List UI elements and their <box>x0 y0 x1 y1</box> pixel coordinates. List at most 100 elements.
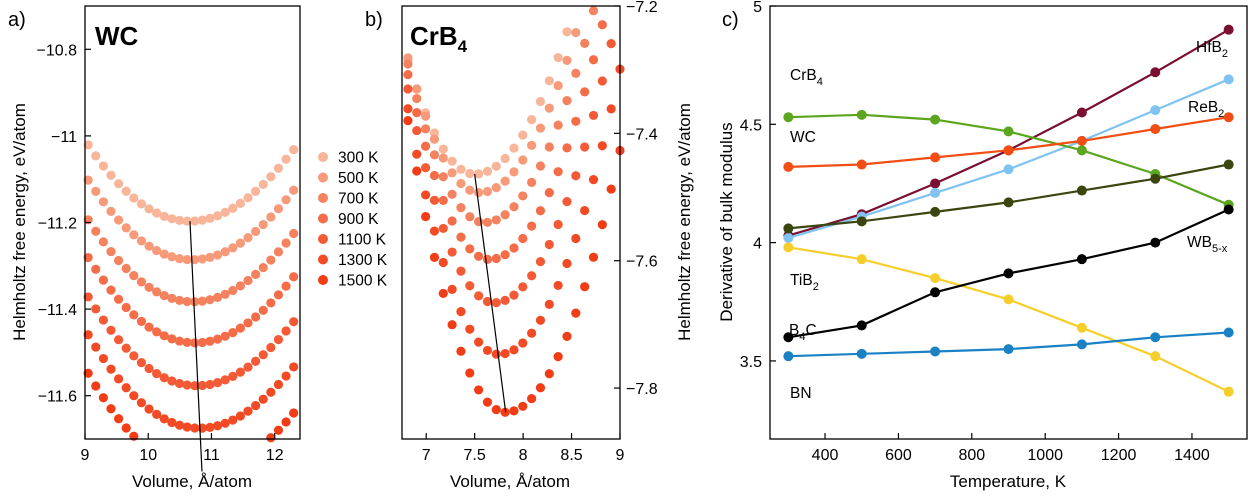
energy-point <box>465 244 475 254</box>
series-label: ReB2 <box>1188 99 1224 120</box>
energy-point <box>447 320 457 330</box>
energy-point <box>106 285 116 295</box>
energy-point <box>438 257 448 268</box>
panel-c-y-ticks: 3.5 4 4.5 5 <box>740 0 776 371</box>
energy-point <box>121 223 131 233</box>
energy-point <box>509 406 519 416</box>
energy-point <box>136 398 147 408</box>
energy-point <box>438 288 448 299</box>
energy-point <box>456 164 466 174</box>
energy-point <box>114 215 124 225</box>
series-point <box>1223 74 1234 85</box>
energy-point <box>281 195 291 205</box>
energy-point <box>197 215 207 225</box>
energy-point <box>421 211 431 222</box>
energy-point <box>91 342 101 352</box>
energy-point <box>258 262 268 273</box>
energy-point <box>228 285 238 296</box>
energy-point <box>212 378 223 388</box>
energy-point <box>456 178 466 189</box>
energy-point <box>152 208 162 218</box>
energy-point <box>518 401 528 411</box>
energy-point <box>129 193 139 203</box>
energy-point <box>535 315 546 325</box>
series-point <box>783 351 794 362</box>
energy-point <box>83 175 93 185</box>
energy-point <box>482 345 493 356</box>
energy-point <box>571 171 581 181</box>
energy-point <box>144 404 154 414</box>
x-tick-label: 8.5 <box>560 447 582 464</box>
energy-point <box>197 380 207 391</box>
energy-point <box>136 277 147 287</box>
panel-a-y-ticks: −10.8 −11 −11.2 −11.4 −11.6 <box>37 42 91 406</box>
energy-point <box>273 163 284 173</box>
energy-point <box>491 253 501 264</box>
energy-point <box>243 193 253 203</box>
energy-point <box>121 186 131 196</box>
series-point <box>783 161 794 172</box>
series-label: WB5-x <box>1187 234 1228 255</box>
energy-point <box>251 356 261 366</box>
energy-point <box>606 104 616 114</box>
legend-label: 1500 K <box>338 273 388 290</box>
energy-point <box>588 6 599 16</box>
series-point <box>856 216 867 227</box>
x-tick-label: 10 <box>139 447 157 464</box>
energy-point <box>500 153 510 164</box>
panel-a-y-axis-label: Helmholtz free energy, eV/atom <box>10 103 29 341</box>
energy-point <box>235 198 245 208</box>
energy-point <box>266 255 276 265</box>
energy-point <box>228 371 238 382</box>
energy-point <box>509 143 519 153</box>
energy-point <box>220 289 230 299</box>
energy-point <box>190 423 200 433</box>
legend-swatch <box>318 275 328 285</box>
energy-point <box>491 215 501 225</box>
energy-point <box>412 166 422 176</box>
energy-point <box>114 414 124 424</box>
x-tick-label: 9 <box>616 447 625 464</box>
energy-point <box>251 269 261 279</box>
energy-point <box>144 282 154 292</box>
energy-point <box>251 186 261 197</box>
energy-point <box>482 296 493 307</box>
series-label: HfB2 <box>1196 39 1228 60</box>
energy-point <box>258 305 268 315</box>
energy-point <box>182 337 192 348</box>
energy-point <box>527 221 537 231</box>
energy-point <box>121 263 131 274</box>
energy-point <box>281 238 291 248</box>
energy-point <box>212 211 223 221</box>
energy-point <box>465 212 475 222</box>
energy-point <box>544 188 554 198</box>
energy-point <box>212 421 223 431</box>
series-point <box>1150 67 1161 78</box>
energy-point <box>465 368 475 378</box>
energy-point <box>447 156 457 166</box>
energy-point <box>429 195 440 205</box>
energy-point <box>91 381 101 391</box>
y-tick-label: 4 <box>753 236 762 253</box>
y-tick-label: −11.6 <box>38 389 77 406</box>
energy-point <box>106 325 116 335</box>
energy-point <box>129 351 139 361</box>
energy-point <box>571 27 581 38</box>
series-label: WC <box>790 129 816 146</box>
panel-c-bulk-modulus-derivative: c) HfB2 ReB2 CrB4 WC WB5-x TiB2 B4C BN 400 600 80… <box>717 0 1248 491</box>
energy-point <box>228 203 238 213</box>
energy-point <box>273 425 284 435</box>
panel-c-x-axis-label: Temperature, K <box>950 472 1067 491</box>
energy-point <box>182 216 192 226</box>
energy-point <box>136 199 147 209</box>
y-tick-label: −11.4 <box>38 302 77 319</box>
energy-point <box>98 353 108 364</box>
x-tick-label: 1000 <box>1027 447 1063 464</box>
energy-point <box>438 144 448 154</box>
energy-point <box>562 331 572 342</box>
energy-point <box>129 230 139 240</box>
panel-a-x-axis-label: Volume, Å/atom <box>132 472 252 491</box>
energy-point <box>588 55 599 65</box>
energy-point <box>289 228 299 239</box>
energy-point <box>544 142 554 152</box>
